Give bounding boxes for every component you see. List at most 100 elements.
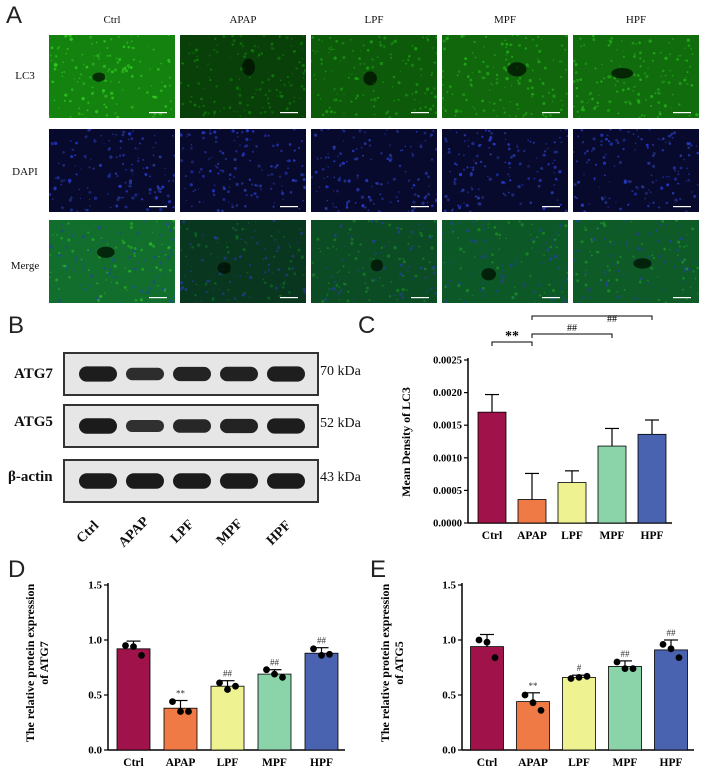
significance-marker: **: [529, 681, 539, 691]
y-tick-label: 0.0020: [433, 388, 462, 399]
significance-text: ##: [567, 323, 577, 334]
significance-marker: ##: [667, 628, 677, 638]
bar-apap: [516, 701, 550, 751]
data-point: [567, 675, 575, 682]
lane-label-mpf: MPF: [214, 516, 247, 549]
y-tick-label: 0.0005: [433, 486, 462, 497]
panel-label-a: A: [6, 2, 23, 29]
data-point: [613, 658, 621, 666]
data-point: [271, 670, 278, 678]
data-point: [122, 642, 129, 649]
y-tick-label: 0.0: [88, 745, 102, 757]
data-point: [475, 636, 483, 644]
micrograph-dapi-ctrl: [49, 129, 175, 212]
data-point: [169, 698, 176, 705]
kda-label-beta-actin: 43 kDa: [320, 470, 361, 485]
panel-label-d: D: [8, 556, 26, 583]
micrograph-dapi-apap: [180, 129, 306, 212]
row-label-merge: Merge: [10, 260, 40, 272]
significance-marker: ##: [223, 669, 233, 679]
y-tick-label: 0.0010: [433, 453, 462, 464]
y-tick-label: 0.0: [442, 745, 456, 757]
bar-mpf: [597, 445, 627, 524]
column-label-mpf: MPF: [493, 14, 517, 26]
blot-band-0-3: [220, 366, 258, 382]
blot-band-0-1: [126, 367, 164, 381]
blot-label-atg5: ATG5: [14, 414, 53, 430]
chart-d: 0.0 0.5 1.0 1.5 The relative protein express…: [23, 580, 345, 769]
micrograph-dapi-hpf: [573, 129, 699, 212]
data-point: [583, 672, 591, 680]
x-tick-label: APAP: [518, 757, 548, 769]
blot-band-1-3: [220, 418, 258, 434]
micrograph-merge-lpf: [311, 220, 437, 303]
data-point: [491, 654, 499, 661]
x-tick-label: APAP: [166, 757, 196, 769]
bar-hpf: [637, 433, 667, 524]
kda-label-atg7: 70 kDa: [320, 364, 361, 379]
column-label-hpf: HPF: [625, 14, 647, 26]
blot-strip-beta-actin: [63, 459, 319, 503]
significance-marker: #: [577, 663, 582, 673]
row-label-lc3: LC3: [15, 70, 35, 82]
lane-label-ctrl: Ctrl: [74, 518, 103, 547]
significance-bracket: [531, 333, 613, 338]
column-label-ctrl: Ctrl: [103, 14, 121, 26]
blot-band-0-0: [79, 366, 117, 382]
bar-hpf: [654, 649, 688, 751]
micrograph-lc3-lpf: [311, 35, 437, 118]
blot-band-2-0: [79, 473, 117, 489]
y-tick-label: 1.0: [442, 635, 456, 647]
blot-band-1-4: [267, 418, 305, 434]
micrograph-lc3-mpf: [442, 35, 568, 118]
micrograph-merge-apap: [180, 220, 306, 303]
x-tick-label: LPF: [561, 530, 583, 542]
blot-label-atg7: ATG7: [14, 366, 53, 382]
data-point: [575, 674, 583, 681]
significance-bracket: [531, 315, 653, 320]
data-point: [279, 674, 286, 681]
data-point: [529, 699, 537, 707]
data-point: [130, 643, 137, 650]
data-point: [318, 652, 325, 659]
micrograph-merge-ctrl: [49, 220, 175, 303]
bar-mpf: [608, 666, 642, 751]
blot-label-beta-actin: β-actin: [8, 469, 53, 485]
panel-label-c: C: [358, 312, 376, 339]
x-tick-label: MPF: [613, 757, 638, 769]
micrograph-dapi-lpf: [311, 129, 437, 212]
bar-lpf: [557, 482, 587, 524]
data-point: [621, 665, 629, 672]
x-tick-label: MPF: [600, 530, 625, 542]
bar-lpf: [210, 685, 245, 751]
data-point: [659, 641, 667, 648]
micrograph-lc3-ctrl: [49, 35, 175, 118]
x-tick-label: HPF: [310, 757, 333, 769]
x-tick-label: HPF: [660, 757, 683, 769]
y-tick-label: 0.0000: [433, 519, 462, 530]
bar-hpf: [304, 652, 339, 751]
y-tick-label: 1.0: [88, 635, 102, 647]
column-label-lpf: LPF: [364, 14, 384, 26]
data-point: [263, 666, 270, 674]
x-tick-label: LPF: [217, 757, 239, 769]
blot-band-1-1: [126, 420, 164, 432]
data-point: [326, 650, 333, 658]
lane-label-lpf: LPF: [168, 517, 198, 547]
data-point: [537, 707, 545, 714]
bar-ctrl: [116, 648, 151, 751]
blot-band-2-4: [267, 473, 305, 489]
data-point: [232, 682, 239, 690]
x-tick-label: Ctrl: [482, 530, 502, 542]
chart-c: 0.0000 0.0005 0.0010 0.0015 0.0020 0.0025 Mean…: [399, 314, 672, 542]
data-point: [185, 708, 192, 715]
data-point: [483, 638, 491, 646]
x-tick-label: Ctrl: [477, 757, 497, 769]
lane-label-apap: APAP: [116, 514, 153, 551]
blot-band-0-2: [173, 366, 211, 382]
x-tick-label: MPF: [262, 757, 287, 769]
x-tick-label: APAP: [517, 530, 547, 542]
bar-lpf: [562, 677, 596, 751]
micrograph-merge-hpf: [573, 220, 699, 303]
significance-marker: ##: [270, 658, 280, 668]
